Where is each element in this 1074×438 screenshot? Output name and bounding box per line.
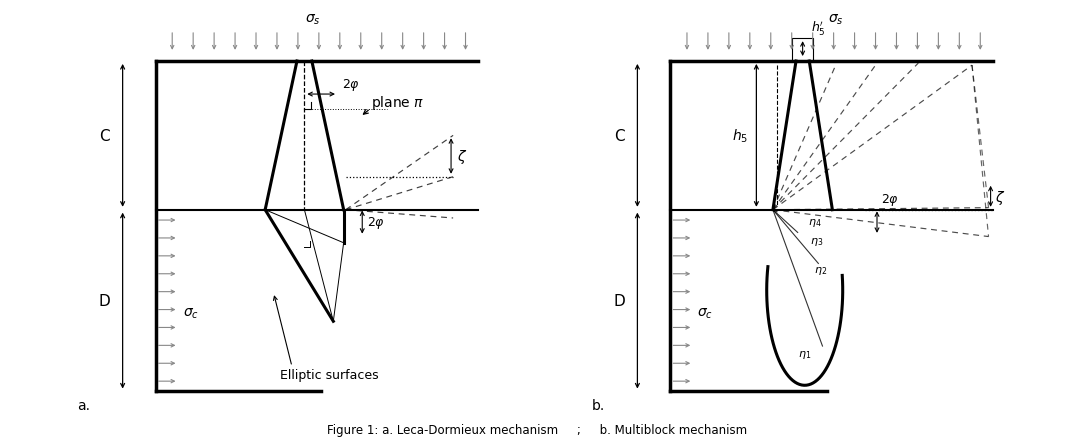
Text: $\sigma_s$: $\sigma_s$ (305, 12, 320, 27)
Text: $\eta_4$: $\eta_4$ (808, 217, 822, 229)
Text: Elliptic surfaces: Elliptic surfaces (279, 369, 378, 381)
Text: $2\varphi$: $2\varphi$ (881, 192, 899, 208)
Text: $\eta_1$: $\eta_1$ (798, 349, 811, 360)
Text: b.: b. (592, 398, 606, 412)
Text: plane $\pi$: plane $\pi$ (371, 94, 424, 112)
Text: $2\varphi$: $2\varphi$ (367, 215, 386, 230)
Text: $\eta_3$: $\eta_3$ (810, 235, 824, 247)
Text: $2\varphi$: $2\varphi$ (342, 77, 360, 93)
Text: C: C (614, 129, 625, 144)
Text: $\sigma_s$: $\sigma_s$ (828, 12, 843, 27)
Text: $\zeta$: $\zeta$ (458, 148, 467, 166)
Text: D: D (99, 293, 111, 308)
Text: a.: a. (77, 398, 90, 412)
Text: $\eta_2$: $\eta_2$ (814, 264, 827, 276)
Text: D: D (613, 293, 625, 308)
Text: $\sigma_c$: $\sigma_c$ (697, 306, 713, 321)
Text: $\sigma_c$: $\sigma_c$ (183, 306, 199, 321)
Text: $h_5'$: $h_5'$ (811, 19, 826, 37)
Text: Figure 1: a. Leca-Dormieux mechanism     ;     b. Multiblock mechanism: Figure 1: a. Leca-Dormieux mechanism ; b… (326, 423, 748, 436)
Text: $\zeta$: $\zeta$ (995, 188, 1005, 206)
Text: $h_5$: $h_5$ (731, 127, 749, 145)
Text: C: C (100, 129, 111, 144)
